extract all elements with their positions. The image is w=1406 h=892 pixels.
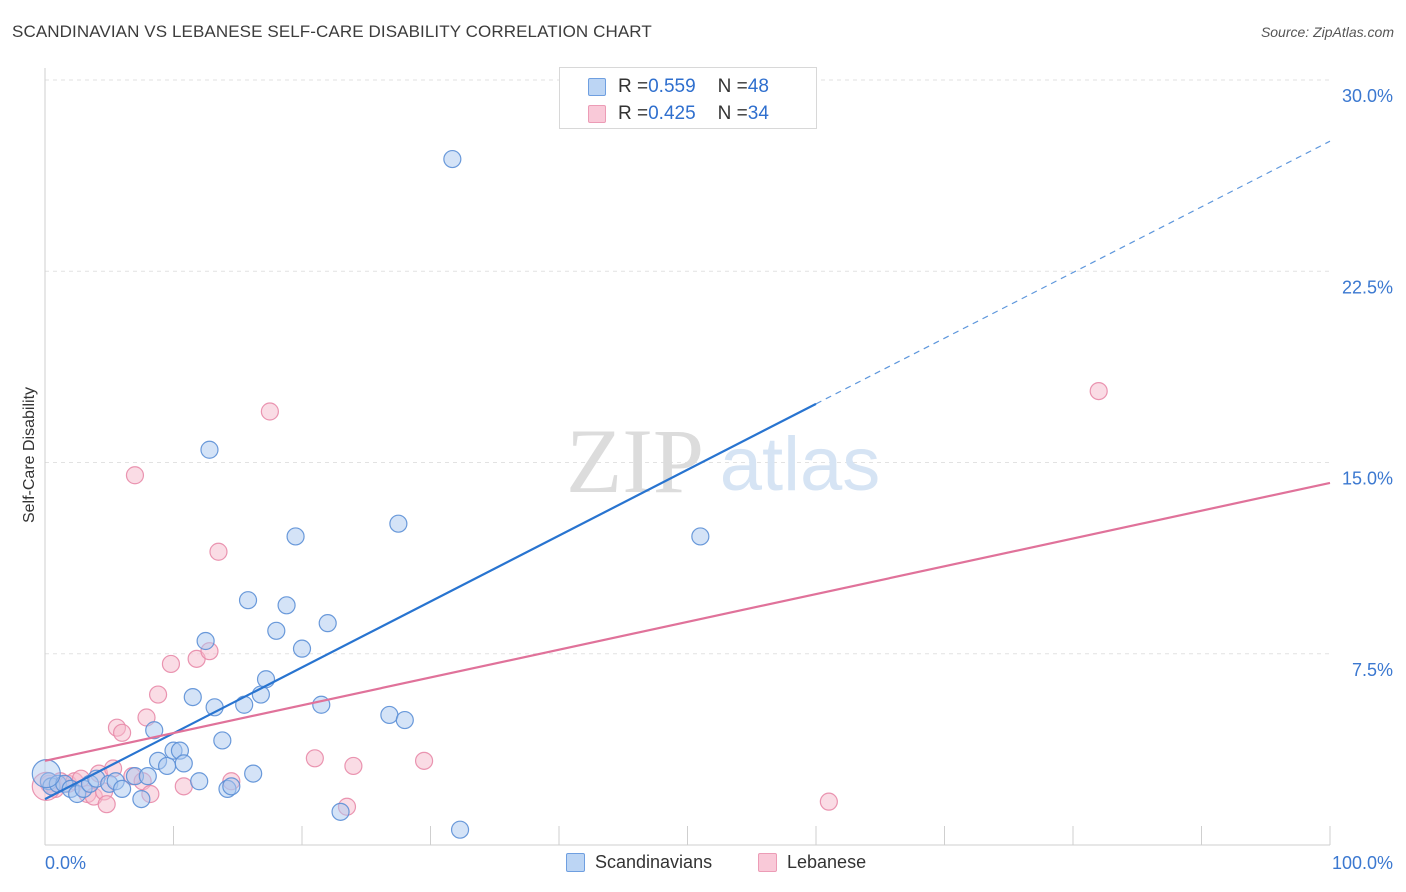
scandinavian-point: [183, 687, 202, 707]
y-tick-label: 7.5%: [1352, 660, 1393, 680]
scandinavian-point: [395, 710, 414, 730]
scandinavian-point: [145, 721, 164, 740]
y-axis-title: Self-Care Disability: [21, 386, 38, 524]
r-label: R =: [618, 103, 649, 124]
scandinavian-point: [286, 527, 305, 546]
trend-lines: [44, 140, 1331, 801]
legend-label-lebanese: Lebanese: [787, 852, 867, 872]
scandinavian-trend-line: [44, 402, 817, 801]
watermark-atlas: atlas: [720, 422, 881, 507]
n-value: 48: [747, 76, 769, 97]
y-tick-label: 30.0%: [1342, 86, 1393, 106]
legend-item-lebanese[interactable]: Lebanese: [758, 852, 866, 873]
legend-item-scandinavians[interactable]: Scandinavians: [566, 852, 712, 873]
scandinavian-point: [174, 754, 193, 773]
series-legend: Scandinavians Lebanese: [0, 852, 1406, 878]
n-label: N =: [717, 76, 748, 97]
scandinavian-point: [331, 802, 350, 821]
scandinavian-point: [267, 621, 286, 640]
scandinavians-swatch: [588, 78, 606, 96]
scandinavians-swatch: [566, 853, 585, 872]
watermark-zip: ZIP: [566, 410, 704, 512]
scandinavian-point: [450, 820, 470, 839]
r-value: 0.559: [648, 76, 696, 97]
n-label: N =: [717, 103, 748, 124]
y-tick-label: 15.0%: [1342, 469, 1393, 489]
legend-row-lebanese: R = 0.425 N = 34: [588, 101, 769, 127]
scandinavian-point: [200, 440, 219, 459]
source-label: Source: ZipAtlas.com: [1260, 24, 1394, 40]
legend-label-scandinavians: Scandinavians: [595, 852, 713, 872]
scandinavian-points: [31, 149, 710, 839]
scandinavian-point: [691, 527, 710, 546]
lebanese-point: [305, 749, 324, 768]
lebanese-trend-line: [44, 481, 1331, 762]
scandinavian-point: [277, 596, 296, 615]
scandinavian-point: [235, 695, 254, 714]
lebanese-point: [112, 723, 132, 742]
scandinavian-point: [222, 777, 241, 796]
lebanese-point: [344, 756, 363, 776]
lebanese-point: [819, 792, 838, 811]
chart-title: SCANDINAVIAN VS LEBANESE SELF-CARE DISAB…: [12, 22, 652, 41]
scandinavian-point: [112, 779, 132, 799]
scandinavian-trend-extension: [815, 140, 1331, 405]
lebanese-point: [125, 466, 145, 485]
axes: [44, 68, 1331, 846]
lebanese-point: [174, 777, 193, 796]
scandinavian-point: [292, 639, 312, 658]
scandinavian-point: [380, 705, 399, 725]
lebanese-point: [1089, 382, 1108, 401]
scandinavian-point: [132, 789, 151, 809]
scandinavian-point: [238, 591, 258, 610]
lebanese-point: [161, 654, 181, 674]
scandinavian-point: [196, 631, 215, 651]
legend-row-scandinavians: R = 0.559 N = 48: [588, 74, 769, 100]
y-tick-label: 22.5%: [1342, 277, 1393, 297]
tick-labels: 7.5% 15.0% 22.5% 30.0% 0.0% 100.0%: [45, 86, 1393, 873]
lebanese-swatch: [758, 853, 777, 872]
scandinavian-point: [318, 614, 337, 633]
scandinavian-point: [31, 758, 61, 789]
lebanese-point: [260, 402, 279, 421]
scandinavian-point: [157, 756, 177, 776]
scandinavian-point: [213, 731, 232, 750]
scandinavian-point: [443, 149, 462, 169]
x-tick-label: 100.0%: [1332, 853, 1393, 873]
lebanese-point: [97, 795, 116, 814]
scandinavian-point: [138, 767, 157, 786]
lebanese-swatch: [588, 105, 606, 123]
x-tick-label: 0.0%: [45, 853, 86, 873]
r-value: 0.425: [648, 103, 696, 124]
scandinavian-point: [190, 772, 209, 791]
lebanese-point: [414, 751, 434, 770]
lebanese-point: [148, 685, 168, 704]
correlation-legend: R = 0.559 N = 48 R = 0.425 N = 34: [559, 67, 817, 129]
scandinavian-point: [389, 514, 408, 533]
r-label: R =: [618, 76, 649, 97]
gridlines: [45, 79, 1330, 655]
n-value: 34: [747, 103, 769, 124]
lebanese-point: [209, 542, 228, 561]
scandinavian-point: [244, 764, 263, 783]
